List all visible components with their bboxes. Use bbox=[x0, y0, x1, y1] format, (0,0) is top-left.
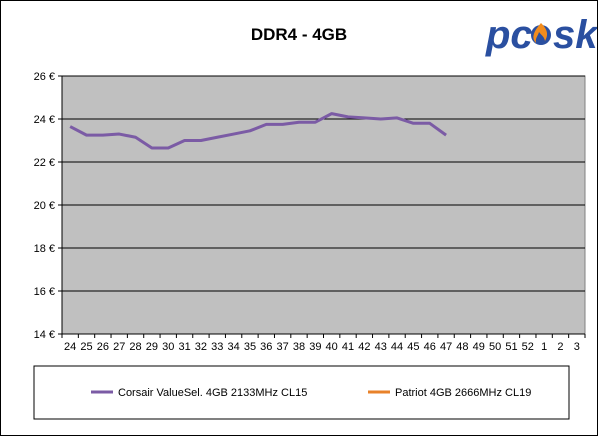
flame-icon bbox=[533, 23, 548, 43]
x-tick-label: 27 bbox=[113, 341, 125, 353]
y-tick-label: 24 € bbox=[34, 114, 55, 126]
x-tick-label: 46 bbox=[424, 341, 436, 353]
legend-box bbox=[33, 365, 570, 420]
series-line bbox=[69, 112, 447, 150]
x-tick-label: 44 bbox=[391, 341, 403, 353]
x-tick-label: 36 bbox=[260, 341, 272, 353]
logo-wordmark-tail: sk bbox=[553, 13, 597, 57]
x-tick-label: 47 bbox=[440, 341, 452, 353]
x-tick-label: 45 bbox=[407, 341, 419, 353]
x-tick-label: 42 bbox=[358, 341, 370, 353]
x-tick-label: 49 bbox=[473, 341, 485, 353]
logo-wordmark: pc bbox=[485, 13, 533, 57]
y-axis: 14 € 16 € 18 € 20 € 22 € 24 € 26 € bbox=[34, 71, 63, 341]
x-tick-label: 26 bbox=[97, 341, 109, 353]
legend-label: Corsair ValueSel. 4GB 2133MHz CL15 bbox=[118, 387, 307, 399]
x-axis: 24 25 26 27 28 29 30 31 32 33 34 35 36 37 38 39 40 41 42 43… bbox=[61, 333, 586, 353]
x-tick-label: 43 bbox=[375, 341, 387, 353]
y-tick-label: 20 € bbox=[34, 200, 55, 212]
y-tick-label: 26 € bbox=[34, 71, 55, 83]
x-tick-label: 41 bbox=[342, 341, 354, 353]
gridlines bbox=[62, 75, 585, 335]
y-tick-label: 16 € bbox=[34, 286, 55, 298]
x-tick-label: 51 bbox=[505, 341, 517, 353]
x-tick-label: 39 bbox=[309, 341, 321, 353]
series-layer bbox=[69, 112, 447, 150]
x-tick-label: 28 bbox=[129, 341, 141, 353]
x-tick-label: 48 bbox=[456, 341, 468, 353]
x-tick-label: 52 bbox=[522, 341, 534, 353]
x-tick-label: 38 bbox=[293, 341, 305, 353]
y-tick-label: 22 € bbox=[34, 157, 55, 169]
y-tick-label: 18 € bbox=[34, 243, 55, 255]
legend-label: Patriot 4GB 2666MHz CL19 bbox=[395, 387, 531, 399]
x-tick-label: 37 bbox=[277, 341, 289, 353]
x-tick-label: 34 bbox=[227, 341, 239, 353]
x-tick-label: 30 bbox=[162, 341, 174, 353]
x-tick-label: 40 bbox=[326, 341, 338, 353]
chart-title: DDR4 - 4GB bbox=[251, 25, 347, 44]
x-tick-label: 2 bbox=[557, 341, 563, 353]
x-tick-label: 35 bbox=[244, 341, 256, 353]
x-tick-label: 3 bbox=[574, 341, 580, 353]
y-tick-label: 14 € bbox=[34, 329, 55, 341]
x-tick-label: 32 bbox=[195, 341, 207, 353]
x-tick-label: 24 bbox=[64, 341, 76, 353]
x-tick-label: 50 bbox=[489, 341, 501, 353]
x-tick-label: 25 bbox=[80, 341, 92, 353]
site-logo: pc sk bbox=[485, 13, 597, 57]
x-tick-label: 33 bbox=[211, 341, 223, 353]
x-tick-label: 31 bbox=[178, 341, 190, 353]
x-tick-label: 29 bbox=[146, 341, 158, 353]
legend: Corsair ValueSel. 4GB 2133MHz CL15 Patrio… bbox=[91, 387, 531, 399]
x-tick-label: 1 bbox=[541, 341, 547, 353]
